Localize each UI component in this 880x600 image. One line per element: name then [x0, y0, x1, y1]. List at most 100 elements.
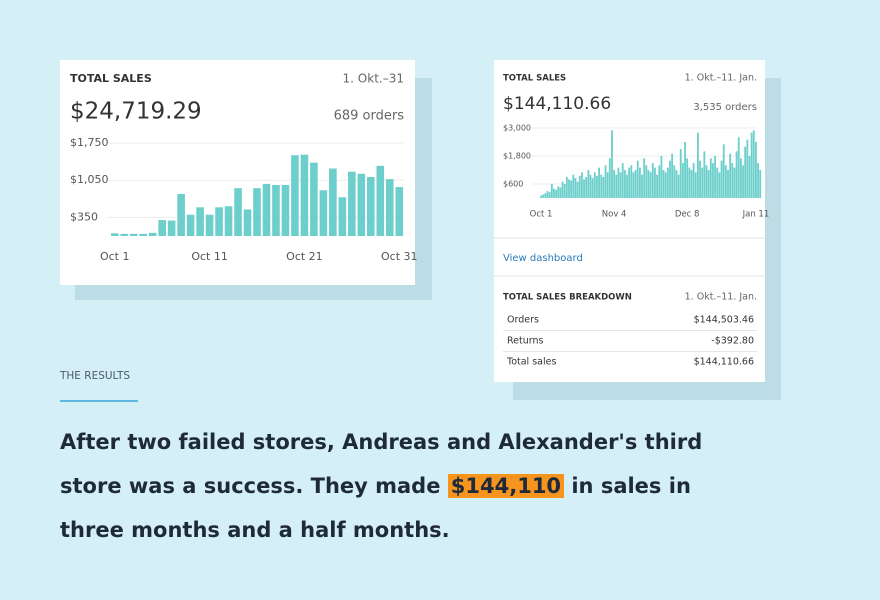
bar: [329, 168, 337, 236]
x-tick-label: Oct 11: [191, 250, 228, 263]
x-tick-label: Nov 4: [602, 210, 627, 220]
bar: [641, 174, 643, 198]
bar: [604, 165, 607, 198]
y-tick-label: $1,750: [70, 136, 109, 149]
bar: [664, 172, 667, 198]
bar: [694, 172, 697, 198]
bar: [649, 172, 652, 198]
y-tick-label: $1,800: [503, 152, 531, 161]
row-value: $144,503.46: [694, 315, 754, 326]
dashboard-link[interactable]: View dashboard: [503, 253, 583, 264]
bar: [690, 170, 693, 198]
bar: [651, 163, 654, 198]
bar: [608, 158, 611, 198]
bar: [310, 162, 318, 236]
bar: [376, 165, 385, 236]
bar: [752, 130, 755, 198]
bar: [167, 220, 176, 236]
bar: [186, 214, 195, 236]
bar: [357, 173, 366, 236]
bar: [593, 172, 596, 198]
bar: [699, 160, 701, 198]
card-label: TOTAL SALES: [503, 74, 566, 84]
bar: [565, 177, 568, 198]
bar: [139, 233, 147, 236]
bar: [666, 167, 669, 198]
card-label: TOTAL SALES: [70, 72, 152, 85]
bar: [718, 172, 721, 198]
y-tick-label: $600: [503, 180, 523, 189]
row-label: Total sales: [506, 357, 556, 368]
bar: [658, 165, 661, 198]
bar: [636, 160, 639, 198]
bar: [701, 167, 704, 198]
bar: [557, 186, 560, 198]
bar: [688, 167, 691, 198]
bar: [714, 156, 717, 198]
bar: [272, 184, 280, 236]
bar: [697, 132, 699, 198]
bar: [205, 214, 214, 236]
bar: [638, 167, 641, 198]
bar: [731, 163, 734, 198]
bar: [338, 197, 347, 236]
row-label: Orders: [507, 315, 539, 326]
breakdown-title: TOTAL SALES BREAKDOWN: [503, 293, 632, 303]
bar: [684, 142, 686, 198]
bar: [583, 179, 585, 198]
bar: [681, 163, 684, 198]
bar: [660, 156, 663, 198]
row-value: $144,110.66: [694, 357, 754, 368]
bar: [348, 171, 356, 236]
breakdown-range: 1. Okt.–11. Jan.: [685, 292, 757, 303]
x-tick-label: Jan 11: [742, 210, 770, 220]
bar: [553, 188, 555, 198]
bar: [669, 160, 671, 198]
bar: [645, 165, 648, 198]
bar: [395, 187, 404, 236]
bar: [234, 188, 242, 236]
bar: [367, 177, 375, 236]
bar: [291, 155, 299, 236]
bar: [671, 153, 674, 198]
bar: [630, 165, 633, 198]
bar: [634, 170, 637, 198]
bar: [735, 151, 738, 198]
bar: [598, 167, 600, 198]
highlight: $144,110: [447, 474, 565, 498]
bar: [542, 194, 545, 198]
bar: [300, 154, 309, 236]
bar: [591, 178, 594, 198]
bar: [709, 158, 712, 198]
bar: [600, 174, 603, 198]
bar: [712, 163, 714, 198]
bar: [617, 167, 620, 198]
bar: [724, 165, 727, 198]
text-part: in sales in three months and a half mont…: [60, 474, 691, 542]
bar: [548, 192, 551, 198]
bar: [720, 160, 723, 198]
bar: [615, 174, 618, 198]
bar: [580, 172, 583, 198]
bar: [705, 165, 708, 198]
bar: [757, 163, 759, 198]
bar: [722, 144, 725, 198]
bar: [148, 232, 157, 236]
x-tick-label: Oct 31: [381, 250, 418, 263]
bar: [737, 137, 740, 198]
bar: [746, 139, 749, 198]
bar: [679, 149, 682, 198]
bar: [585, 177, 588, 198]
bar: [643, 158, 646, 198]
card: [494, 60, 765, 382]
bar: [578, 175, 581, 198]
bar: [544, 193, 547, 198]
y-tick-label: $350: [70, 210, 98, 223]
bar: [129, 233, 138, 236]
bar: [729, 153, 732, 198]
section-label: THE RESULTS: [59, 370, 130, 382]
bar: [742, 165, 744, 198]
bar: [589, 174, 592, 198]
